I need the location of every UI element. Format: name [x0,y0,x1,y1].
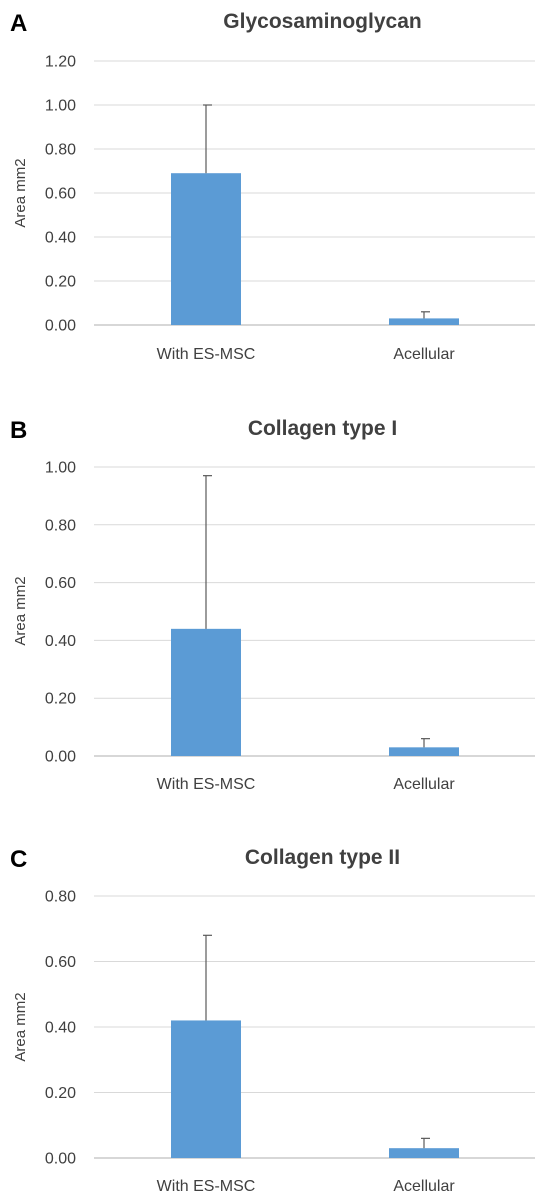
x-tick-label: Acellular [393,346,455,363]
y-tick-label: 0.60 [45,575,76,592]
y-tick-label: 1.00 [45,98,76,115]
y-tick-label: 0.40 [45,230,76,247]
bar-with-es-msc [171,1020,241,1158]
y-tick-label: 0.20 [45,274,76,291]
x-tick-label: With ES-MSC [157,346,256,363]
x-tick-label: Acellular [393,1178,455,1195]
bar-acellular [389,318,459,325]
panel-letter: C [10,846,27,873]
chart-title: Glycosaminoglycan [223,10,421,33]
y-axis-label: Area mm2 [12,576,29,645]
bar-acellular [389,747,459,756]
y-axis-label: Area mm2 [12,158,29,227]
y-tick-label: 0.60 [45,186,76,203]
y-tick-label: 0.40 [45,1020,76,1037]
x-tick-label: With ES-MSC [157,1178,256,1195]
chart-title: Collagen type I [248,417,397,440]
chart-title: Collagen type II [245,846,400,869]
y-tick-label: 0.00 [45,318,76,335]
y-tick-label: 0.60 [45,954,76,971]
y-axis-label: Area mm2 [12,992,29,1061]
chart-panel-b: B Collagen type I Area mm2 0.00 0.20 0.40 0.60… [10,417,535,793]
bar-with-es-msc [171,628,241,756]
y-tick-label: 0.00 [45,1151,76,1168]
y-tick-label: 0.20 [45,1085,76,1102]
y-tick-label: 0.80 [45,517,76,534]
y-tick-label: 0.40 [45,633,76,650]
y-tick-label: 0.80 [45,142,76,159]
chart-panel-c: C Collagen type II Area mm2 0.00 0.20 0.40 0.6… [10,846,535,1195]
y-tick-label: 0.80 [45,889,76,906]
y-tick-label: 0.20 [45,691,76,708]
bar-acellular [389,1148,459,1158]
y-tick-label: 1.20 [45,54,76,71]
x-tick-label: With ES-MSC [157,776,256,793]
y-tick-label: 0.00 [45,749,76,766]
chart-panel-a: A Glycosaminoglycan Area mm2 0.00 0.20 0.40 0.… [10,10,535,363]
x-tick-label: Acellular [393,776,455,793]
y-tick-label: 1.00 [45,460,76,477]
panel-letter: A [10,10,27,37]
panel-letter: B [10,417,27,444]
bar-with-es-msc [171,173,241,325]
